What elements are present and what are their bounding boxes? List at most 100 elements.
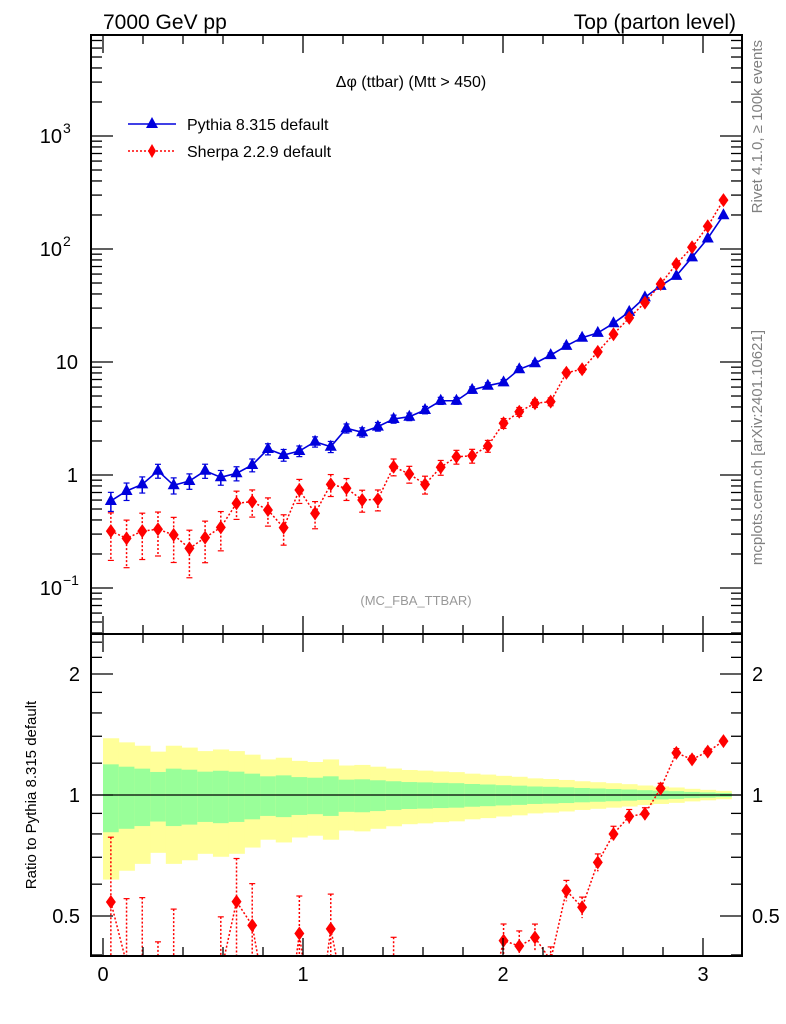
ratio-band-inner [118, 766, 135, 829]
ratio-band-inner [307, 777, 324, 815]
y-tick-label: 10 [40, 126, 62, 148]
sherpa-point [357, 492, 368, 507]
sherpa-ratio-point [404, 992, 414, 1006]
analysis-annotation: (MC_FBA_TTBAR) [360, 593, 471, 608]
ratio-band-inner [260, 776, 277, 816]
pythia-point [544, 348, 557, 360]
legend: Pythia 8.315 default Sherpa 2.2.9 defaul… [128, 117, 332, 161]
sherpa-point [404, 467, 415, 482]
pythia-point [199, 463, 212, 475]
sherpa-point [561, 365, 572, 380]
sherpa-ratio-point [169, 965, 179, 979]
sherpa-ratio-point [122, 957, 132, 971]
header-left-label: 7000 GeV pp [103, 11, 227, 34]
ratio-y-tick-label-right: 0.5 [752, 906, 780, 928]
y-tick-label: 10 [40, 578, 62, 600]
pythia-point [670, 268, 683, 280]
sherpa-point [215, 520, 226, 535]
pythia-point [340, 421, 353, 433]
main-ticks [91, 35, 742, 634]
sherpa-point [435, 460, 446, 475]
pythia-point [450, 393, 463, 405]
pythia-point [151, 463, 164, 475]
pythia-point [701, 231, 714, 243]
sherpa-ratio-point [325, 921, 336, 936]
sherpa-ratio-point [341, 1001, 351, 1015]
sherpa-point [624, 310, 635, 325]
sherpa-point [592, 344, 603, 359]
pythia-point [497, 375, 510, 387]
sherpa-ratio-point [608, 826, 619, 841]
x-tick-label: 3 [697, 964, 708, 986]
y-tick-label-exponent: −1 [63, 572, 79, 588]
pythia-point [214, 470, 227, 482]
sherpa-point [325, 477, 336, 492]
ratio-y-tick-label: 1 [69, 785, 80, 807]
pythia-point [466, 382, 479, 394]
y-tick-label: 10 [40, 239, 62, 261]
ratio-ticks [91, 634, 742, 956]
pythia-point [167, 478, 180, 490]
pythia-line [110, 214, 725, 502]
pythia-point [560, 338, 573, 350]
sherpa-ratio-point [577, 900, 588, 915]
sherpa-ratio-point [529, 930, 540, 945]
pythia-point [356, 425, 369, 437]
ratio-y-tick-labels: 0.5 0.5 1 1 2 2 [52, 664, 780, 928]
plot-title: Δφ (ttbar) (Mtt > 450) [336, 74, 486, 91]
ratio-series [105, 734, 729, 1019]
sherpa-ratio-point [247, 918, 258, 933]
sherpa-point [514, 404, 525, 419]
sherpa-ratio-point [687, 752, 698, 767]
pythia-point [419, 403, 432, 415]
source-label: mcplots.cern.ch [arXiv:2401.10621] [749, 330, 766, 565]
sherpa-ratio-point [718, 734, 729, 749]
sherpa-ratio-point [105, 895, 116, 910]
pythia-point [277, 448, 290, 460]
sherpa-point [310, 506, 321, 521]
pythia-point [591, 325, 604, 337]
sherpa-ratio-point [389, 958, 399, 972]
pythia-point [183, 473, 196, 485]
sherpa-point [231, 496, 242, 511]
legend-item-sherpa[interactable]: Sherpa 2.2.9 default [128, 144, 332, 161]
ratio-bands [103, 738, 732, 880]
ratio-band-inner [291, 777, 308, 815]
legend-item-pythia[interactable]: Pythia 8.315 default [128, 117, 329, 134]
pythia-point [230, 466, 243, 478]
x-tick-label: 2 [497, 964, 508, 986]
legend-pythia-label: Pythia 8.315 default [187, 117, 329, 134]
sherpa-ratio-point [216, 966, 226, 980]
ratio-y-tick-label: 0.5 [52, 906, 80, 928]
pythia-point [120, 483, 133, 495]
pythia-point [136, 477, 149, 489]
pythia-point [293, 444, 306, 456]
sherpa-ratio-point [263, 1005, 273, 1019]
ratio-band-inner [181, 769, 198, 825]
sherpa-point [278, 520, 289, 535]
sherpa-point [639, 295, 650, 310]
pythia-point [717, 208, 730, 220]
sherpa-ratio-point [702, 744, 713, 759]
sherpa-point [105, 524, 116, 539]
ratio-band-inner [150, 771, 167, 822]
ratio-y-tick-label-right: 1 [752, 785, 763, 807]
sherpa-ratio-point [483, 1002, 493, 1016]
pythia-point [513, 362, 526, 374]
ratio-y-tick-label: 2 [69, 664, 80, 686]
y-tick-label: 10 [56, 352, 78, 374]
sherpa-ratio-point [655, 781, 666, 796]
sherpa-point [608, 327, 619, 342]
pythia-point [686, 250, 699, 262]
ratio-band-inner [103, 764, 120, 833]
pythia-point [324, 439, 337, 451]
sherpa-point [262, 503, 273, 518]
sherpa-point [388, 459, 399, 474]
sherpa-point [121, 531, 132, 546]
pythia-point [528, 356, 541, 368]
ratio-band-inner [322, 776, 340, 816]
sherpa-line [110, 199, 725, 550]
sherpa-ratio-point [153, 996, 163, 1010]
